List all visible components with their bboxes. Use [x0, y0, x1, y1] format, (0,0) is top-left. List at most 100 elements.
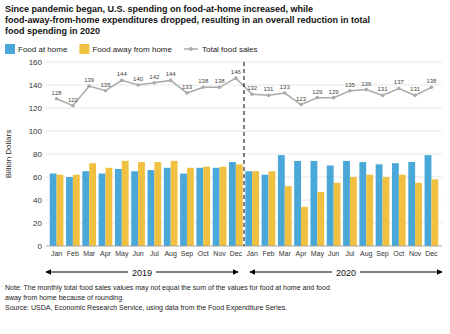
period-divider — [244, 62, 245, 246]
line-point — [430, 86, 434, 90]
bar — [138, 162, 145, 246]
bar — [262, 175, 269, 246]
bar — [89, 163, 96, 246]
data-label: 129 — [329, 89, 340, 95]
data-label: 128 — [52, 90, 63, 96]
data-label: 131 — [410, 86, 421, 92]
legend-item: Food away from home — [79, 44, 172, 54]
line-point — [120, 79, 124, 83]
x-tick-label: Sep — [376, 250, 389, 258]
bar — [196, 168, 203, 246]
bar — [278, 155, 285, 246]
line-point — [267, 94, 271, 98]
bar — [245, 171, 252, 246]
y-tick-label: 0 — [38, 242, 43, 251]
bar — [105, 168, 112, 246]
grid-line — [46, 131, 442, 132]
annotation-background — [128, 267, 156, 279]
bar — [334, 183, 341, 246]
x-tick-label: Oct — [393, 250, 404, 257]
line-point — [364, 88, 368, 92]
line-point — [185, 91, 189, 95]
legend-item: Food at home — [5, 44, 68, 54]
bar — [317, 192, 324, 246]
y-tick-label: 60 — [33, 173, 42, 182]
data-label: 133 — [182, 84, 193, 90]
line-point — [218, 86, 222, 90]
x-tick-label: Nov — [213, 250, 226, 257]
y-tick-label: 40 — [33, 196, 42, 205]
line-point — [71, 104, 75, 108]
x-tick-label: Jul — [345, 250, 354, 257]
note: away from home because of rounding. — [5, 294, 124, 302]
bar — [66, 177, 73, 246]
x-tick-label: Dec — [230, 250, 243, 257]
data-label: 142 — [149, 74, 160, 80]
y-axis-label: Billion Dollars — [4, 130, 13, 178]
x-tick-label: Mar — [279, 250, 292, 257]
bar — [294, 161, 301, 246]
line-point — [397, 87, 401, 91]
data-label: 132 — [247, 85, 258, 91]
line-point — [136, 83, 140, 87]
bar — [148, 170, 155, 246]
x-tick-label: Feb — [262, 250, 274, 257]
x-tick-label: Jan — [51, 250, 62, 257]
bar — [343, 161, 350, 246]
bar — [301, 207, 308, 246]
data-label: 136 — [361, 81, 372, 87]
bar — [399, 175, 406, 246]
bar — [350, 177, 357, 246]
x-tick-label: Sep — [181, 250, 194, 258]
bar — [73, 175, 80, 246]
data-label: 131 — [378, 86, 389, 92]
line-point — [153, 81, 157, 85]
bar — [425, 155, 432, 246]
bar — [131, 171, 138, 246]
line-point — [234, 76, 238, 80]
line-point — [87, 84, 91, 88]
x-tick-label: Feb — [67, 250, 79, 257]
y-tick-label: 20 — [33, 219, 42, 228]
x-tick-label: Aug — [164, 250, 177, 258]
bar — [392, 163, 399, 246]
bar — [164, 168, 171, 246]
line-point — [381, 94, 385, 98]
annotation: 2020 — [336, 268, 356, 278]
bar — [366, 175, 373, 246]
data-label: 146 — [231, 69, 242, 75]
bar — [229, 162, 236, 246]
legend-label: Food away from home — [92, 45, 172, 54]
x-tick-label: Jun — [132, 250, 143, 257]
data-label: 122 — [68, 97, 79, 103]
x-tick-label: Apr — [100, 250, 112, 258]
line-point — [332, 96, 336, 100]
x-tick-label: Dec — [425, 250, 438, 257]
title: food spending in 2020 — [5, 26, 100, 36]
data-label: 138 — [215, 78, 226, 84]
line-point — [413, 94, 417, 98]
x-tick-label: Aug — [360, 250, 373, 258]
data-label: 140 — [133, 76, 144, 82]
data-label: 144 — [117, 71, 128, 77]
bar — [431, 179, 438, 246]
x-tick-label: May — [311, 250, 325, 258]
source: Source: USDA, Economic Research Service,… — [5, 304, 287, 312]
x-tick-label: Oct — [198, 250, 209, 257]
data-label: 135 — [100, 82, 111, 88]
line-point — [201, 86, 205, 90]
bar — [376, 164, 383, 246]
legend-swatch — [79, 44, 89, 54]
bar — [220, 167, 227, 246]
bar — [57, 175, 64, 246]
line-point — [348, 89, 352, 93]
bar — [415, 183, 422, 246]
title: Since pandemic began, U.S. spending on f… — [5, 4, 313, 14]
legend-label: Total food sales — [202, 45, 258, 54]
bar — [180, 174, 187, 246]
data-label: 123 — [296, 96, 307, 102]
line-point — [283, 91, 287, 95]
line-point — [104, 89, 108, 93]
bar — [285, 186, 292, 246]
x-tick-label: Jul — [150, 250, 159, 257]
